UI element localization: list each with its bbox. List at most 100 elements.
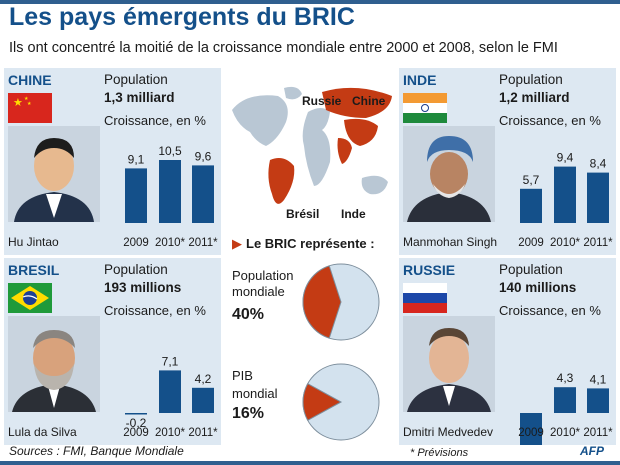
country-panel-india: INDE Population 1,2 milliard Croissance,… [399, 68, 616, 255]
population-label: Population [104, 262, 168, 277]
map-label-brazil: Brésil [286, 207, 320, 221]
australia-shape [361, 175, 388, 195]
bottom-rule [0, 461, 620, 465]
svg-text:★: ★ [27, 101, 32, 107]
russia-shape [322, 87, 392, 118]
growth-bar [192, 165, 214, 223]
leader-portrait [8, 126, 100, 222]
growth-bar-chart: 5,7 2009 9,4 2010* 8,4 2011* [518, 151, 613, 249]
leader-portrait [403, 316, 495, 412]
country-name: INDE [403, 72, 437, 88]
population-label: Population [499, 262, 563, 277]
pie-slice-bric [302, 383, 343, 421]
population-pie-label-2: mondiale [232, 284, 285, 299]
bar-value-label: 9,1 [128, 152, 145, 166]
map-label-india: Inde [341, 207, 366, 221]
growth-bar [125, 413, 147, 415]
bar-value-label: 7,1 [162, 354, 179, 368]
top-rule [0, 0, 620, 4]
growth-bar [520, 413, 542, 445]
north-america-shape [232, 95, 288, 146]
country-name: RUSSIE [403, 262, 456, 278]
growth-bar [587, 388, 609, 413]
growth-bar [554, 387, 576, 413]
bar-value-label: 4,1 [590, 372, 607, 386]
growth-bar [159, 160, 181, 223]
bar-value-label: -0,2 [126, 416, 147, 430]
afp-logo: AFP [580, 444, 604, 458]
leader-name: Hu Jintao [8, 235, 59, 249]
year-tick-label: 2010* [155, 237, 186, 249]
pie-slice-bric [302, 265, 342, 339]
country-panel-russia: RUSSIE Population 140 millions Croissanc… [399, 258, 616, 445]
bar-value-label: 5,7 [523, 173, 540, 187]
country-panel-brazil: BRESIL Population 193 millions Croissanc… [4, 258, 221, 445]
svg-text:★: ★ [13, 96, 23, 109]
bar-value-label: 9,4 [557, 151, 574, 165]
greenland-shape [284, 86, 302, 100]
forecast-note: * Prévisions [410, 447, 469, 459]
country-panel-china: CHINE ★ ★ ★ Population 1,3 milliard Croi… [4, 68, 221, 255]
china-shape [344, 118, 378, 146]
map-label-china: Chine [352, 94, 386, 108]
bar-value-label: 9,6 [195, 149, 212, 163]
growth-bar [520, 188, 542, 223]
population-value: 193 millions [104, 280, 182, 295]
population-pie-percent: 40% [232, 306, 265, 323]
growth-label: Croissance, en % [499, 303, 601, 318]
brazil-shape [268, 158, 295, 204]
world-map [232, 86, 392, 204]
year-tick-label: 2009 [123, 427, 149, 439]
growth-bar [192, 387, 214, 413]
bric-heading: ▶ Le BRIC représente : [232, 236, 375, 252]
population-label: Population [499, 72, 563, 87]
population-pie-label: Population [232, 268, 294, 283]
year-tick-label: 2011* [188, 237, 218, 249]
leader-name: Dmitri Medvedev [403, 425, 494, 439]
year-tick-label: 2009 [123, 237, 149, 249]
leader-name: Lula da Silva [8, 425, 77, 439]
bar-value-label: 4,2 [195, 372, 212, 386]
leader-portrait [8, 316, 100, 412]
year-tick-label: 2011* [583, 237, 613, 249]
population-pie-chart [302, 263, 380, 341]
bar-value-label: 10,5 [158, 144, 182, 158]
brazil-flag-icon [8, 283, 52, 313]
growth-bar [159, 370, 181, 413]
bar-value-label: 8,4 [590, 157, 607, 171]
growth-bar [587, 172, 609, 223]
triangle-bullet-icon: ▶ [232, 236, 242, 251]
population-value: 1,2 milliard [499, 90, 570, 105]
year-tick-label: 2009 [518, 427, 544, 439]
page-subtitle: Ils ont concentré la moitié de la croiss… [9, 40, 558, 56]
bar-value-label: 4,3 [557, 371, 574, 385]
china-flag-icon: ★ ★ ★ [8, 93, 52, 123]
sources-note: Sources : FMI, Banque Mondiale [9, 444, 184, 458]
country-name: BRESIL [8, 262, 60, 278]
year-tick-label: 2011* [188, 427, 218, 439]
growth-bar [554, 166, 576, 223]
growth-bar [125, 168, 147, 223]
europe-africa-shape [302, 108, 331, 186]
growth-bar-chart: 9,1 2009 10,5 2010* 9,6 2011* [123, 144, 218, 249]
population-value: 1,3 milliard [104, 90, 175, 105]
russia-flag-icon [403, 283, 447, 313]
gdp-pie-label: PIB [232, 368, 253, 383]
leader-name: Manmohan Singh [403, 235, 498, 249]
gdp-pie-percent: 16% [232, 405, 265, 422]
growth-label: Croissance, en % [104, 303, 206, 318]
page-title: Les pays émergents du BRIC [9, 3, 355, 31]
year-tick-label: 2010* [550, 427, 581, 439]
leader-portrait [403, 126, 495, 222]
year-tick-label: 2011* [583, 427, 613, 439]
svg-text:★: ★ [24, 96, 29, 102]
gdp-pie-label-2: mondial [232, 386, 278, 401]
growth-label: Croissance, en % [499, 113, 601, 128]
map-label-russia: Russie [302, 94, 342, 108]
year-tick-label: 2010* [155, 427, 186, 439]
country-name: CHINE [8, 72, 52, 88]
population-value: 140 millions [499, 280, 577, 295]
gdp-pie-chart [302, 363, 380, 441]
